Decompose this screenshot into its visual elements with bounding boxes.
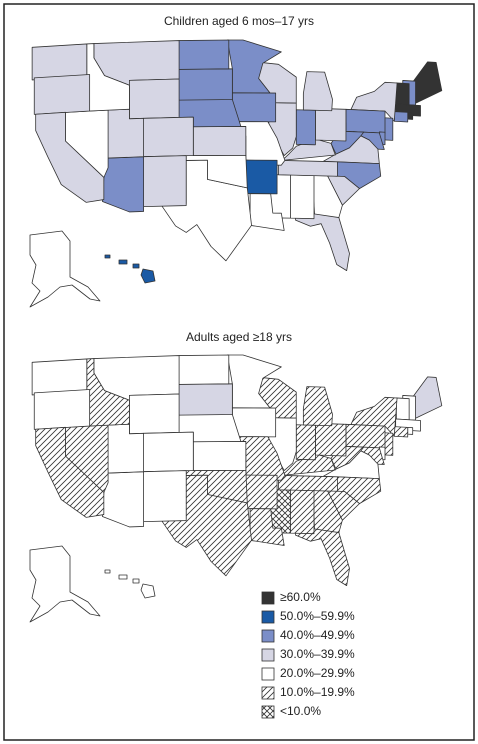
state xyxy=(143,155,187,208)
state xyxy=(102,156,145,213)
frame xyxy=(3,3,475,741)
state xyxy=(295,109,316,146)
island xyxy=(132,263,140,269)
state xyxy=(192,126,247,156)
state xyxy=(412,376,443,419)
legend-swatch xyxy=(261,610,275,624)
legend-label: <10.0% xyxy=(280,704,321,718)
island xyxy=(118,259,128,265)
legend-label: 40.0%–49.9% xyxy=(280,628,355,642)
state xyxy=(290,489,315,535)
state xyxy=(104,254,156,284)
island xyxy=(140,268,156,284)
state xyxy=(31,358,88,396)
island xyxy=(118,574,128,580)
state xyxy=(143,431,194,473)
state xyxy=(143,470,187,523)
state xyxy=(231,407,277,438)
state xyxy=(395,397,410,421)
state xyxy=(231,92,277,123)
island xyxy=(104,569,111,574)
state xyxy=(178,354,230,385)
island xyxy=(104,254,111,259)
state xyxy=(407,427,414,435)
state xyxy=(35,111,105,203)
state xyxy=(302,71,333,112)
state xyxy=(290,174,315,220)
state xyxy=(33,389,91,430)
state xyxy=(128,393,180,435)
legend-swatch xyxy=(261,705,275,719)
state xyxy=(278,474,338,492)
state xyxy=(295,528,350,587)
state xyxy=(29,230,101,308)
state xyxy=(35,426,105,518)
legend-swatch xyxy=(261,629,275,643)
state xyxy=(33,74,91,115)
legend-swatch xyxy=(261,648,275,662)
state xyxy=(345,108,386,134)
state xyxy=(143,116,194,158)
state xyxy=(104,569,156,599)
state xyxy=(178,39,230,70)
state xyxy=(295,424,316,461)
state xyxy=(350,81,398,122)
state xyxy=(315,107,347,142)
legend-swatch xyxy=(261,591,275,605)
state xyxy=(128,78,180,120)
legend-label: 50.0%–59.9% xyxy=(280,609,355,623)
state xyxy=(245,159,278,195)
state xyxy=(322,135,380,165)
state xyxy=(29,545,101,623)
state xyxy=(295,213,350,272)
state xyxy=(407,112,414,120)
island xyxy=(140,583,156,599)
state xyxy=(322,450,380,480)
legend-label: 30.0%–39.9% xyxy=(280,647,355,661)
legend-swatch xyxy=(261,667,275,681)
state xyxy=(192,441,247,471)
map-title: Children aged 6 mos–17 yrs xyxy=(164,14,314,28)
state xyxy=(345,423,386,449)
legend-label: 20.0%–29.9% xyxy=(280,666,355,680)
state xyxy=(245,474,278,510)
state xyxy=(315,422,347,457)
map-title: Adults aged ≥18 yrs xyxy=(186,330,292,344)
state xyxy=(278,159,338,177)
state xyxy=(350,396,398,437)
legend-label: ≥60.0% xyxy=(280,590,321,604)
island xyxy=(132,578,140,584)
state xyxy=(178,383,233,416)
state xyxy=(31,43,88,81)
state xyxy=(395,82,410,106)
legend-swatch xyxy=(261,686,275,700)
state xyxy=(302,386,333,427)
state xyxy=(178,68,233,101)
state xyxy=(102,471,145,528)
legend-label: 10.0%–19.9% xyxy=(280,685,355,699)
state xyxy=(412,61,443,104)
state xyxy=(393,426,409,438)
state xyxy=(393,111,409,123)
